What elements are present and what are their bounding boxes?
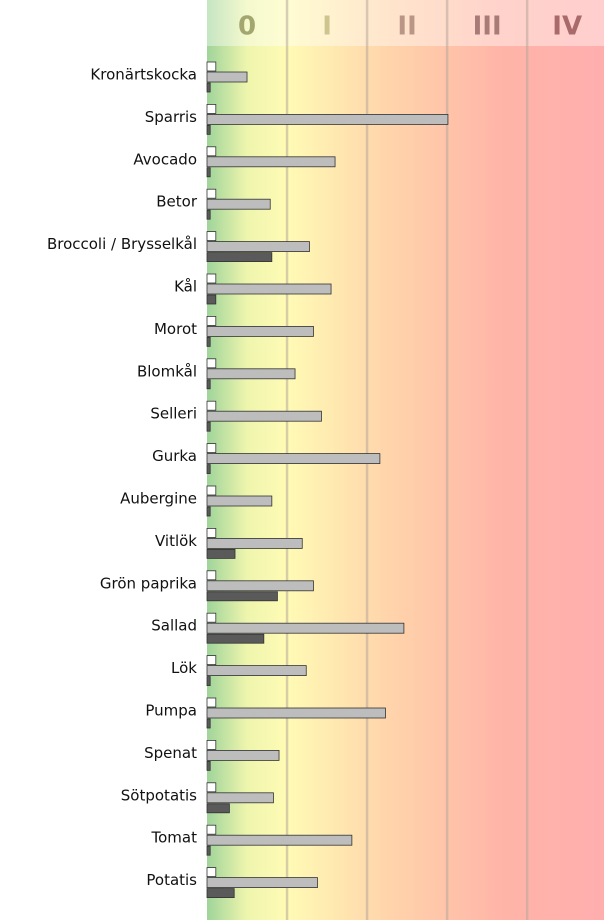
category-label: Blomkål [137, 362, 197, 380]
bar [206, 740, 217, 750]
bar [206, 315, 217, 326]
bar [206, 294, 217, 305]
bar [206, 167, 211, 178]
bar [206, 570, 217, 581]
bar [206, 114, 449, 125]
bar [206, 325, 314, 337]
bar [206, 845, 211, 856]
category-label: Avocado [133, 150, 197, 168]
category-label: Tomat [151, 829, 198, 847]
category-label: Broccoli / Brysselkål [47, 235, 197, 253]
category-label: Aubergine [120, 490, 197, 508]
category-label: Pumpa [145, 702, 197, 720]
bar [206, 877, 318, 888]
category-label: Lök [171, 659, 197, 677]
bar [206, 782, 217, 793]
bar [206, 198, 271, 210]
bar [206, 697, 217, 708]
bar [206, 156, 336, 168]
category-label: Betor [156, 193, 198, 211]
bar [206, 104, 217, 114]
bar [206, 888, 235, 898]
category-label: Kål [174, 278, 197, 296]
category-label: Sötpotatis [121, 786, 197, 804]
zone-label: 0 [238, 12, 256, 42]
bar [206, 231, 217, 242]
bar [206, 421, 211, 432]
bar [206, 443, 217, 454]
bar [206, 400, 217, 411]
bar [206, 209, 211, 220]
bar [206, 665, 307, 676]
bar [206, 591, 278, 602]
bar [206, 834, 353, 846]
bar [206, 750, 280, 761]
bar [206, 146, 217, 157]
bar [206, 379, 211, 390]
bar [206, 71, 248, 83]
category-label: Grön paprika [100, 574, 197, 592]
category-label: Potatis [146, 871, 197, 889]
bar [206, 464, 211, 475]
bar [206, 824, 217, 835]
bar [206, 676, 211, 686]
header-band [207, 0, 604, 46]
bar [206, 707, 386, 719]
bar [206, 612, 217, 623]
category-label: Sparris [145, 108, 197, 126]
bar [206, 241, 310, 253]
bar [206, 528, 217, 538]
bar [206, 283, 332, 295]
bar [206, 495, 273, 507]
bar [206, 580, 314, 592]
bar [206, 549, 236, 559]
bar [206, 358, 217, 369]
bar [206, 125, 211, 135]
bar [206, 453, 381, 465]
bar [206, 538, 303, 549]
bar [206, 188, 217, 199]
zone-label: IV [552, 12, 582, 42]
bar [206, 803, 230, 814]
category-label: Gurka [152, 447, 197, 465]
category-label: Spenat [144, 744, 197, 762]
bar [206, 485, 217, 496]
category-label: Kronärtskocka [90, 66, 197, 84]
bar [206, 252, 273, 263]
bar [206, 273, 217, 284]
bar [206, 867, 217, 877]
bar [206, 61, 217, 72]
bar [206, 368, 296, 380]
bar [206, 792, 274, 804]
zone-label: II [397, 12, 416, 42]
bar [206, 718, 211, 729]
bar [206, 336, 211, 347]
bar [206, 82, 211, 93]
bar [206, 410, 322, 422]
zone-label: I [322, 12, 332, 42]
zone-label: III [473, 12, 502, 42]
bar [206, 506, 211, 517]
category-label: Selleri [150, 405, 197, 423]
category-label: Vitlök [155, 532, 197, 550]
category-label: Sallad [151, 617, 197, 635]
bar [206, 761, 211, 771]
category-label: Morot [154, 320, 197, 338]
bar [206, 622, 405, 634]
bar [206, 633, 265, 644]
bar [206, 655, 217, 665]
